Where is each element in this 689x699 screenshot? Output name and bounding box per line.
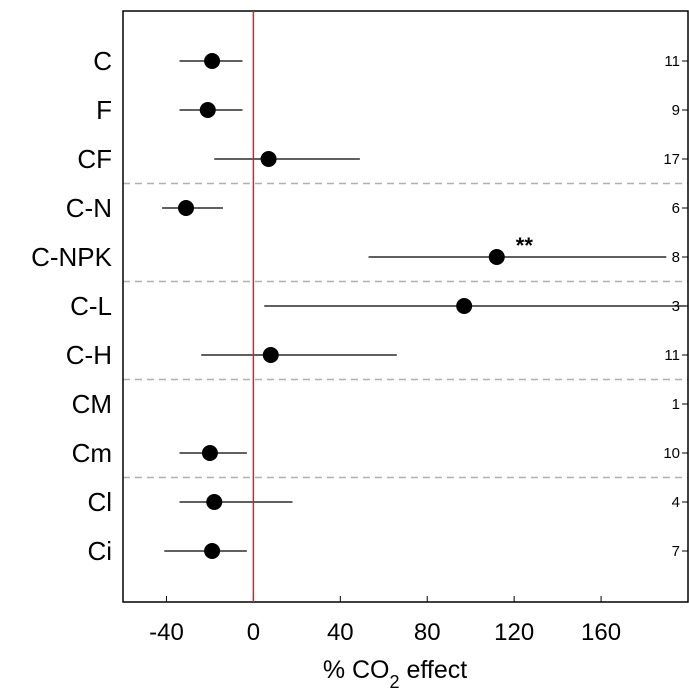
x-tick-label: 80: [414, 619, 441, 646]
mean-point: [204, 543, 221, 559]
x-tick-label: -40: [149, 619, 184, 646]
significance-marker: **: [516, 233, 534, 258]
group-separators: [123, 182, 688, 479]
sample-size-label: 9: [672, 102, 680, 119]
sample-size-label: 4: [672, 494, 680, 511]
significance-labels: **: [516, 233, 534, 258]
mean-point: [201, 445, 218, 461]
sample-size-label: 3: [672, 298, 680, 315]
sample-size-label: 6: [672, 200, 680, 217]
category-label: Ci: [87, 536, 112, 566]
mean-point: [204, 53, 221, 69]
sample-size-label: 11: [664, 347, 680, 364]
mean-point: [178, 200, 195, 216]
category-label: Cm: [72, 438, 112, 468]
x-tick-label: 40: [327, 619, 354, 646]
mean-point: [260, 151, 277, 167]
mean-point: [206, 494, 223, 510]
sample-size-label: 11: [664, 53, 680, 70]
category-label: C-H: [66, 340, 112, 370]
category-label: C-NPK: [31, 242, 113, 272]
sample-size-label: 10: [663, 445, 680, 462]
x-tick-label: 160: [581, 619, 621, 646]
plot-frame: [122, 10, 689, 603]
sample-size-label: 8: [672, 249, 680, 266]
mean-markers: [178, 53, 505, 559]
x-axis-title: % CO2 effect: [323, 656, 467, 692]
category-label: C-N: [66, 193, 112, 223]
category-label: C: [93, 46, 112, 76]
mean-point: [199, 102, 216, 118]
category-label: F: [96, 95, 112, 125]
mean-point: [456, 298, 473, 314]
category-label: C-L: [70, 291, 112, 321]
category-labels: CF CF C-N C-NPK C-L C-H CM Cm Cl Ci: [31, 46, 113, 566]
category-label: Cl: [87, 487, 112, 517]
mean-point: [488, 249, 505, 265]
category-label: CF: [77, 144, 112, 174]
x-tick-label: 120: [494, 619, 534, 646]
x-tick-label: 0: [247, 619, 260, 646]
sample-size-label: 17: [663, 151, 680, 168]
x-axis-ticks: -40 0 40 80 120 160: [149, 596, 621, 646]
sample-size-label: 1: [672, 396, 680, 413]
mean-point: [262, 347, 279, 363]
sample-size-label: 7: [672, 543, 680, 560]
category-label: CM: [72, 389, 112, 419]
